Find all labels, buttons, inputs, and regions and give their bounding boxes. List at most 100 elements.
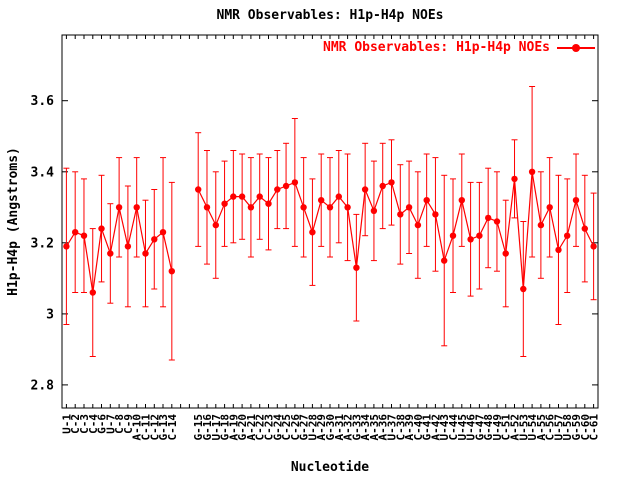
- data-point: [379, 182, 386, 190]
- series-line-segment: [197, 171, 595, 290]
- x-tick-label: U-58: [561, 414, 574, 441]
- data-point: [282, 182, 290, 190]
- data-point: [212, 221, 219, 229]
- data-point: [247, 204, 255, 211]
- x-tick-label: A-35: [368, 414, 381, 441]
- data-point: [89, 289, 97, 296]
- data-point: [326, 204, 334, 211]
- data-point: [238, 193, 246, 200]
- x-tick-label: C-60: [579, 414, 592, 441]
- x-tick-label: C-9: [122, 414, 135, 434]
- error-bars: [63, 86, 597, 361]
- data-point: [449, 232, 457, 239]
- data-point: [581, 225, 588, 232]
- x-tick-label: G-30: [324, 414, 337, 441]
- data-point: [353, 264, 360, 271]
- x-tick-label: G-41: [421, 414, 434, 441]
- x-tick-label: G-15: [192, 414, 205, 441]
- x-tick-label: U-28: [306, 414, 319, 441]
- x-tick-label: U-37: [386, 414, 399, 441]
- x-tick-label: U-46: [465, 414, 478, 441]
- y-axis-label: H1p-H4p (Angstroms): [5, 147, 21, 296]
- x-tick-label: G-47: [473, 414, 486, 441]
- x-tick-label: C-23: [263, 414, 276, 441]
- x-axis-label: Nucleotide: [290, 460, 370, 475]
- data-point: [572, 197, 580, 204]
- x-tick-label: C-61: [588, 414, 601, 441]
- x-tick-label: G-33: [350, 414, 363, 441]
- x-tick-labels: U-1C-2C-3C-4G-6U-7C-8C-9A-10C-11C-12G-13…: [60, 414, 600, 441]
- data-point: [300, 204, 307, 211]
- data-point: [274, 186, 281, 193]
- x-tick-label: A-34: [359, 414, 372, 441]
- data-point: [423, 197, 430, 204]
- x-tick-label: U-54: [526, 414, 539, 441]
- x-tick-label: C-11: [140, 414, 153, 441]
- data-point: [537, 221, 545, 229]
- data-point: [72, 229, 79, 236]
- data-point: [370, 207, 378, 214]
- data-point: [344, 204, 351, 211]
- x-tick-label: C-22: [254, 414, 267, 441]
- data-point: [432, 211, 439, 218]
- data-point: [546, 204, 553, 211]
- x-tick-label: C-38: [394, 414, 407, 441]
- x-tick-label: U-49: [491, 414, 504, 441]
- data-point: [159, 229, 167, 236]
- x-tick-label: G-59: [570, 414, 583, 441]
- x-tick-label: A-19: [227, 414, 240, 441]
- data-point: [564, 232, 571, 239]
- data-point: [80, 232, 88, 239]
- y-tick-labels: 2.8 3 3.2 3.4 3.6: [31, 94, 55, 393]
- x-tick-label: U-53: [517, 414, 530, 441]
- data-point: [502, 250, 509, 257]
- data-point: [291, 179, 299, 186]
- x-tick-label: A-39: [403, 414, 416, 441]
- data-point: [441, 257, 448, 264]
- x-tick-label: A-31: [333, 414, 346, 441]
- x-tick-label: C-12: [148, 414, 161, 441]
- x-tick-label: G-48: [482, 414, 495, 441]
- data-point: [520, 285, 527, 293]
- data-point: [221, 200, 228, 207]
- x-tick-label: A-42: [429, 414, 442, 441]
- data-point: [318, 197, 325, 204]
- legend-label: NMR Observables: H1p-H4p NOEs: [323, 40, 550, 55]
- x-tick-label: A-32: [342, 414, 355, 441]
- x-tick-label: C-3: [78, 414, 91, 434]
- x-ticks: [65, 35, 595, 408]
- x-tick-label: A-10: [131, 414, 144, 441]
- x-tick-label: U-7: [104, 414, 117, 434]
- data-point: [151, 236, 158, 243]
- data-point: [528, 168, 536, 175]
- x-tick-label: C-44: [447, 414, 460, 441]
- x-tick-label: G-18: [219, 414, 232, 441]
- data-point: [397, 211, 404, 218]
- x-tick-label: A-29: [315, 414, 328, 441]
- data-point: [361, 186, 369, 193]
- data-point: [203, 204, 211, 211]
- data-point: [124, 243, 132, 250]
- data-points: [63, 168, 597, 296]
- y-tick-label: 3: [46, 307, 54, 322]
- x-tick-label: C-26: [289, 414, 302, 441]
- data-point: [493, 218, 501, 225]
- x-tick-label: C-4: [87, 414, 100, 434]
- data-point: [388, 179, 395, 186]
- x-tick-label: U-45: [456, 414, 469, 441]
- x-tick-label: G-27: [298, 414, 311, 441]
- data-point: [115, 204, 123, 211]
- x-tick-label: G-24: [271, 414, 284, 441]
- x-tick-label: G-13: [157, 414, 170, 441]
- data-point: [476, 232, 483, 239]
- data-point: [458, 197, 465, 204]
- data-point: [590, 243, 597, 250]
- data-point: [265, 200, 272, 207]
- x-tick-label: A-52: [509, 414, 522, 441]
- y-tick-label: 3.4: [31, 165, 55, 180]
- x-tick-label: G-6: [96, 414, 109, 434]
- x-tick-label: C-40: [412, 414, 425, 441]
- y-tick-label: 3.2: [31, 236, 54, 251]
- data-point: [256, 193, 263, 200]
